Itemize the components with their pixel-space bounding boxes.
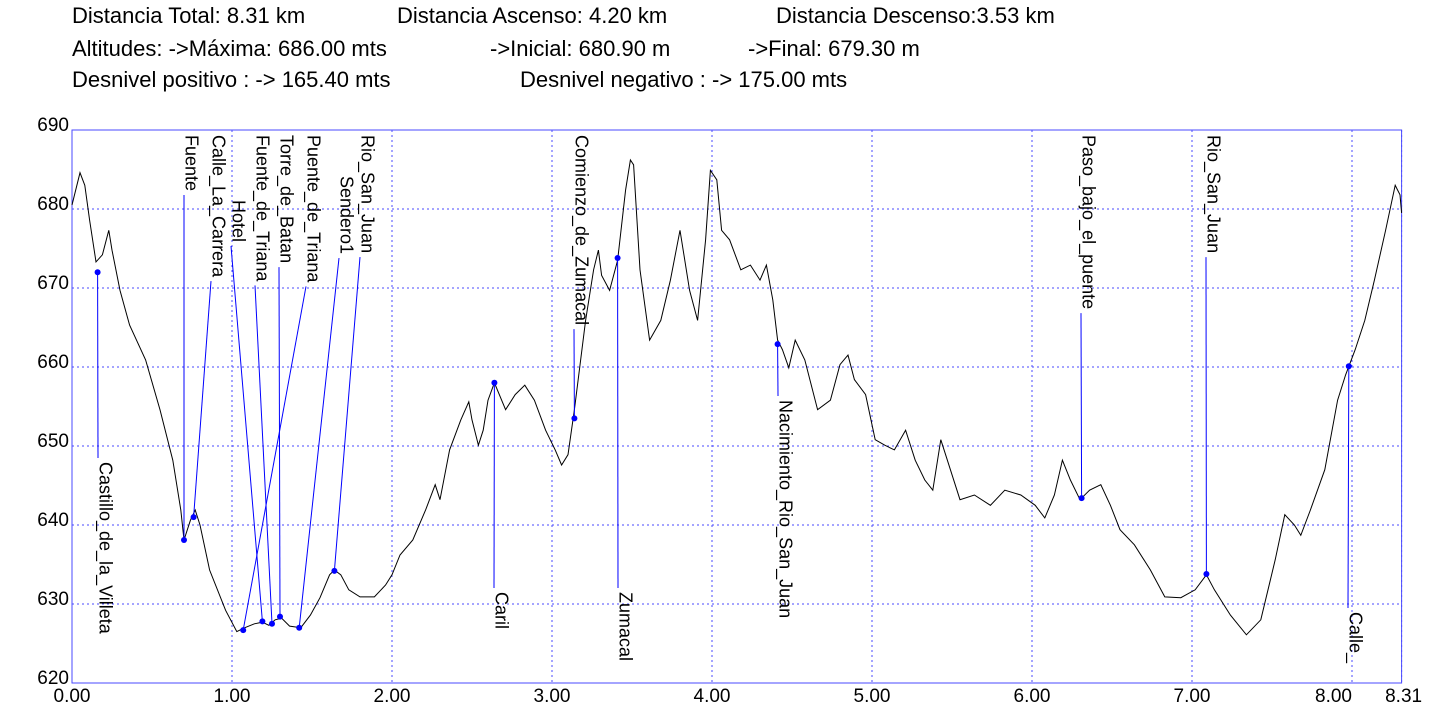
- waypoint-label: Hotel: [228, 200, 248, 242]
- header: Distancia Total: 8.31 km Distancia Ascens…: [72, 3, 1055, 92]
- waypoint-leader: [1080, 313, 1083, 499]
- x-tick-label: 8.00: [1315, 686, 1352, 707]
- waypoint-marker: [1345, 363, 1352, 370]
- header-stat: ->Final: 679.30 m: [748, 36, 920, 61]
- waypoint-leader: [333, 257, 361, 571]
- y-tick-label: 680: [37, 194, 69, 215]
- header-stat: Desnivel positivo : -> 165.40 mts: [72, 67, 391, 92]
- waypoint-label: Sendero1: [336, 176, 356, 254]
- waypoint-label: Caril: [491, 592, 511, 629]
- waypoint-marker: [277, 613, 283, 620]
- waypoint-label: Zumacal: [615, 592, 635, 661]
- waypoint-marker: [331, 567, 338, 574]
- waypoint-leader: [230, 245, 263, 622]
- waypoint-marker: [240, 627, 247, 634]
- x-tick-label: 1.00: [214, 686, 251, 707]
- x-tick-label: 6.00: [1014, 686, 1051, 707]
- header-stat: ->Inicial: 680.90 m: [490, 36, 670, 61]
- x-tick-label: 3.00: [534, 686, 571, 707]
- header-stat: Altitudes: ->Máxima: 686.00 mts: [72, 36, 387, 61]
- waypoint-marker: [259, 618, 266, 625]
- waypoint-label: Torre_de_Batan: [275, 135, 296, 263]
- x-tick-label: 5.00: [854, 686, 891, 707]
- plot: Castillo_de_la_Villeta Fuente Calle_La_Car…: [71, 135, 1403, 664]
- waypoint-label: Puente_de_Triana: [302, 135, 323, 283]
- x-tick-label: 7.00: [1174, 686, 1211, 707]
- waypoint-marker: [190, 514, 197, 521]
- waypoint-marker: [774, 341, 781, 348]
- waypoint-marker: [614, 254, 621, 261]
- y-tick-label: 620: [37, 668, 69, 689]
- waypoint-marker: [1203, 570, 1210, 577]
- waypoint-label: Comienzo_de_Zumacal: [570, 135, 591, 325]
- waypoint-marker: [296, 624, 303, 631]
- grid: 620 630 640 650 660 670 680 690 0.00 1.00 2.00 3.00…: [37, 115, 1422, 707]
- y-tick-label: 650: [37, 431, 69, 452]
- waypoint-label: Paso_bajo_el_puente: [1077, 135, 1098, 309]
- y-tick-label: 670: [37, 273, 69, 294]
- waypoint-leader: [193, 281, 212, 518]
- header-stat: Distancia Total: 8.31 km: [72, 3, 305, 28]
- waypoint-label: Fuente_de_Triana: [251, 135, 272, 282]
- plot-frame: [71, 129, 1403, 684]
- y-tick-label: 660: [37, 352, 69, 373]
- x-tick-label: 4.00: [694, 686, 731, 707]
- waypoint-leader: [242, 286, 307, 631]
- waypoint-label: Calle_: [1344, 612, 1365, 664]
- x-tick-label: 2.00: [374, 686, 411, 707]
- waypoint-label: Nacimiento_Rio_San_Juan: [774, 400, 795, 618]
- waypoint-marker: [571, 415, 578, 422]
- waypoint-leader: [298, 258, 340, 628]
- waypoint-leader: [254, 285, 273, 624]
- header-stat: Distancia Descenso:3.53 km: [776, 3, 1055, 28]
- x-tick-label: 0.00: [54, 686, 91, 707]
- waypoint-marker: [269, 620, 275, 627]
- y-tick-label: 690: [37, 115, 69, 136]
- waypoint-label: Calle_La_Carrera: [207, 135, 228, 278]
- y-tick-label: 630: [37, 589, 69, 610]
- waypoint-marker: [491, 379, 498, 386]
- waypoint-leader: [278, 267, 281, 617]
- waypoint-label: Castillo_de_la_Villeta: [94, 462, 115, 635]
- waypoint-marker: [1078, 495, 1085, 502]
- waypoint-marker: [94, 269, 101, 276]
- waypoint-marker: [181, 537, 187, 544]
- header-stat: Distancia Ascenso: 4.20 km: [397, 3, 667, 28]
- waypoint-label: Rio_San_Juan: [356, 135, 377, 253]
- waypoint-label: Fuente: [181, 135, 201, 191]
- header-stat: Desnivel negativo : -> 175.00 mts: [520, 67, 847, 92]
- waypoint-leader: [1347, 366, 1350, 609]
- waypoint-label: Rio_San_Juan: [1202, 135, 1223, 253]
- x-tick-label: 8.31: [1385, 686, 1422, 707]
- y-tick-label: 640: [37, 510, 69, 531]
